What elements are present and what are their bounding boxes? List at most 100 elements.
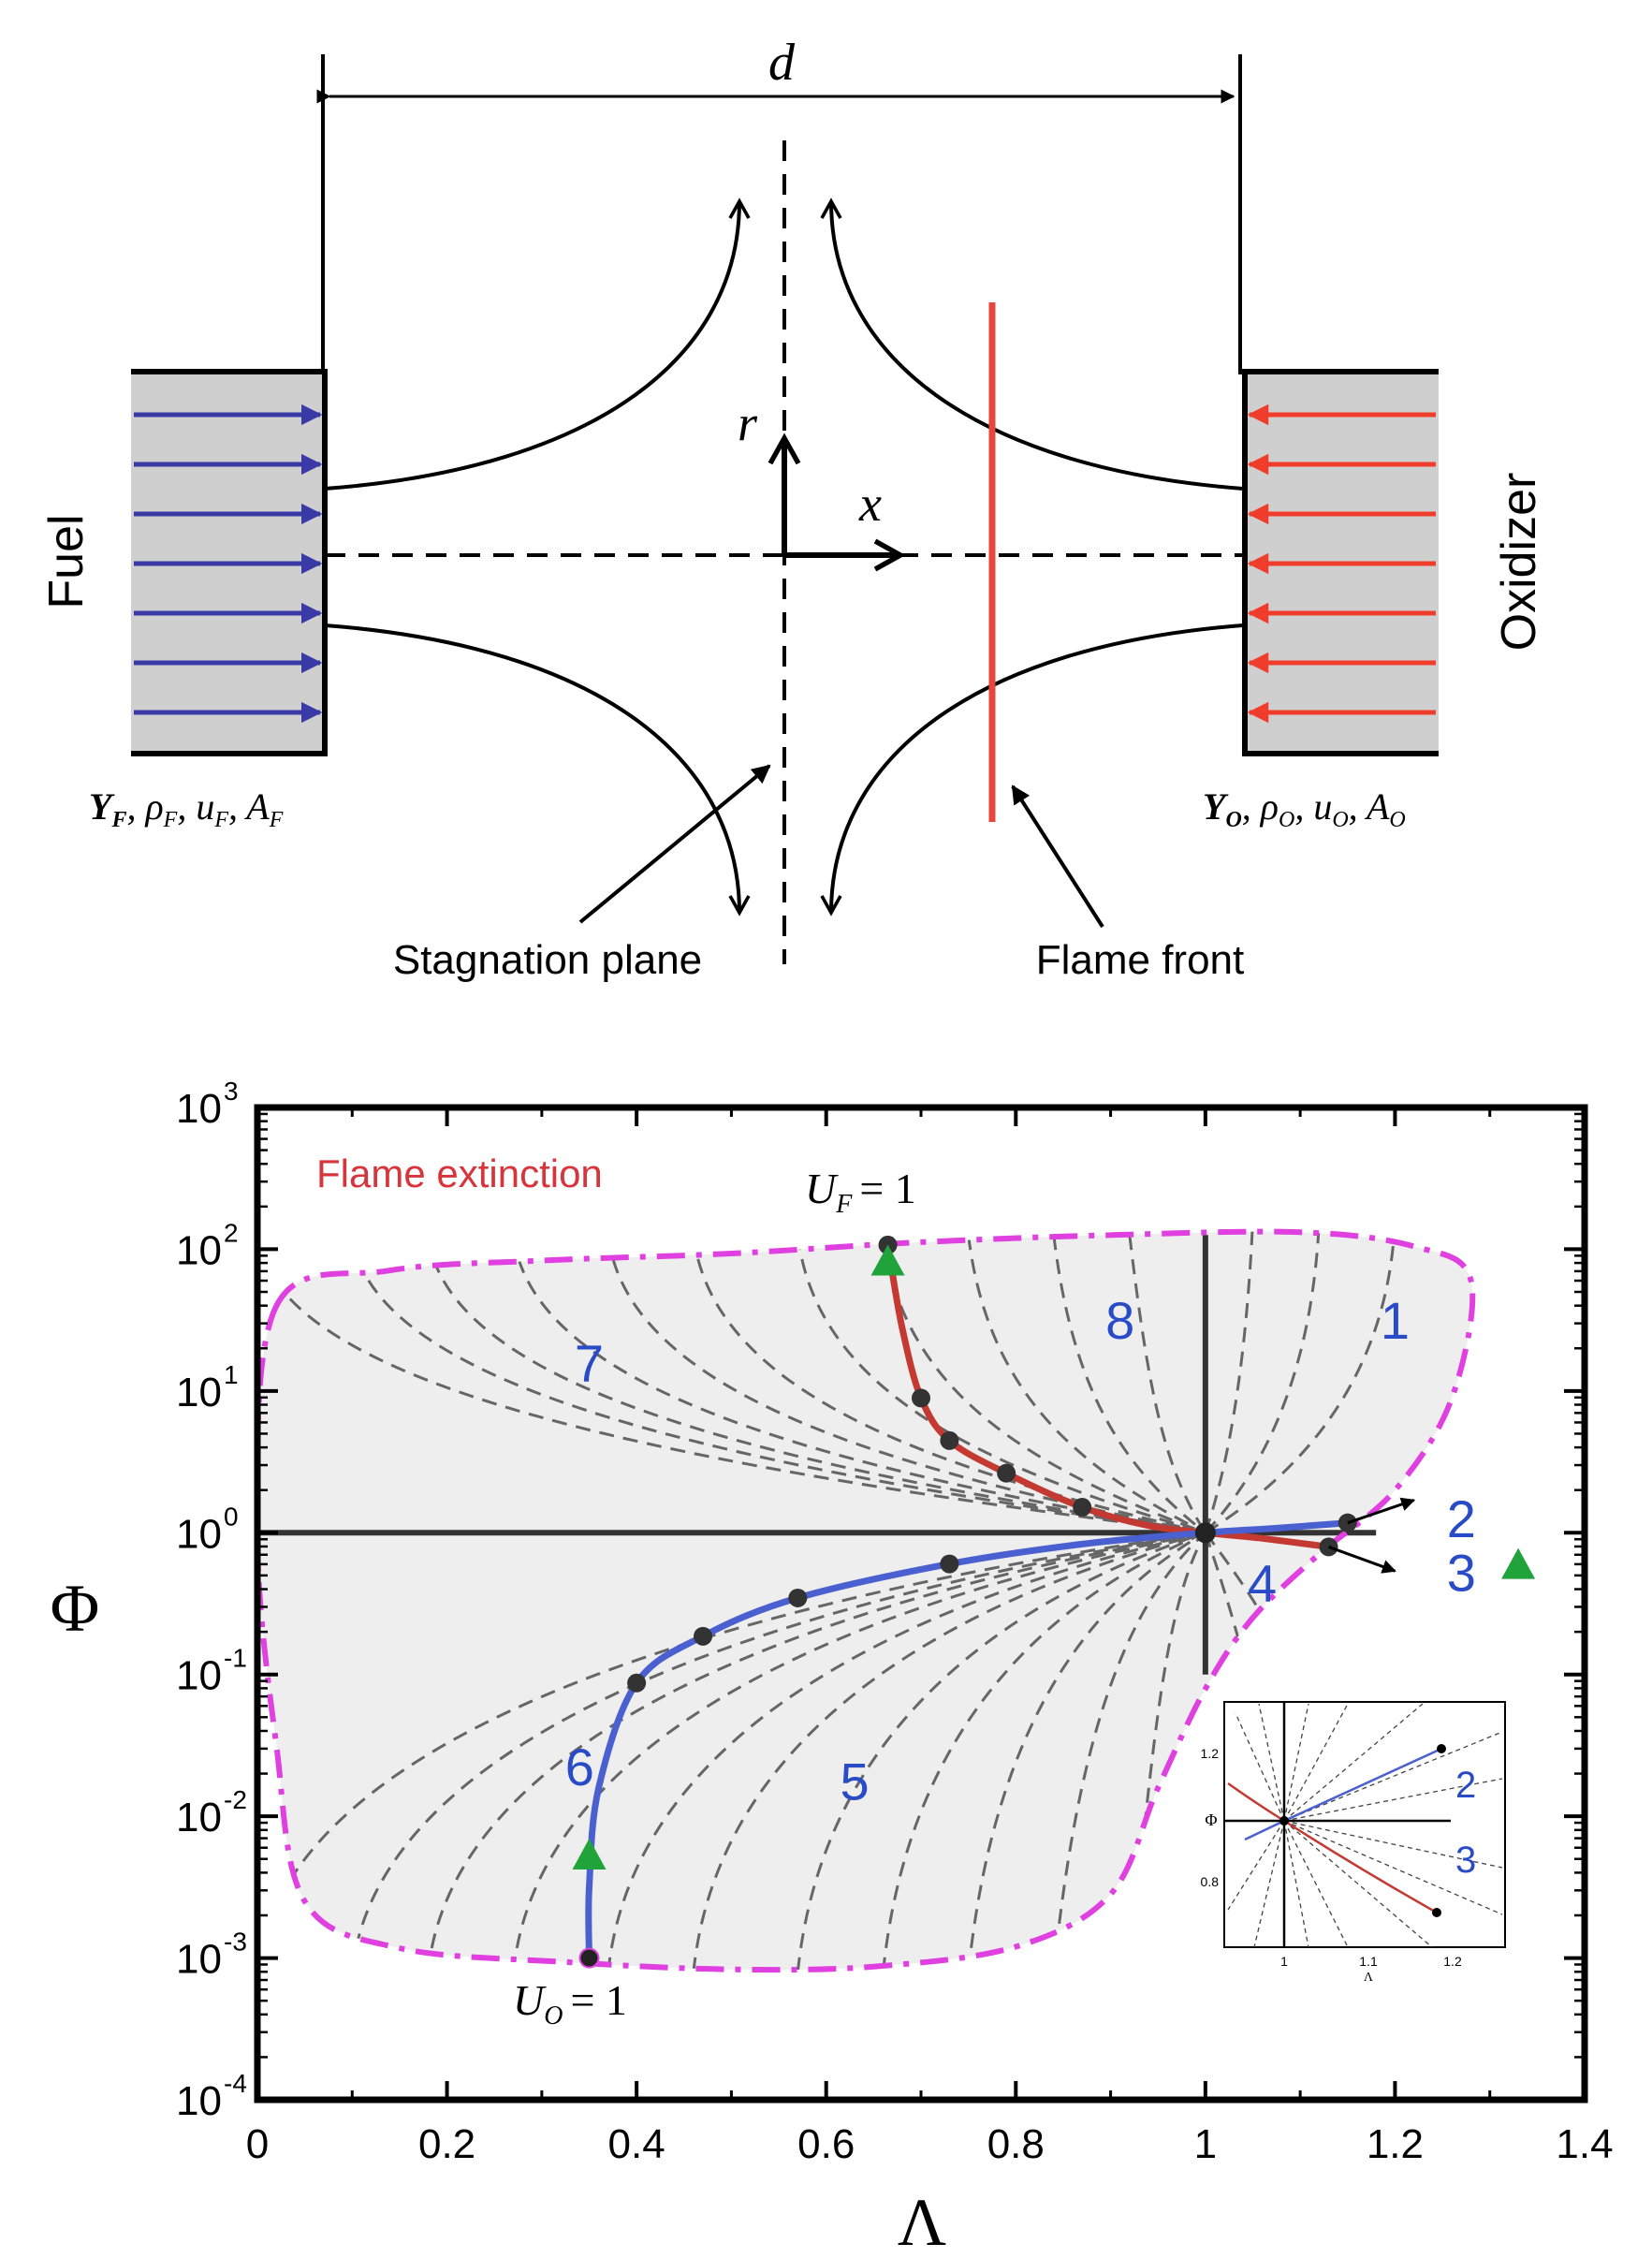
iso-line: [511, 1235, 1206, 1534]
iso-line: [1128, 1235, 1207, 1534]
x-axis-label: x: [858, 476, 882, 532]
y-tick-exponent: 0: [224, 1502, 239, 1531]
green-triangle-2: [572, 1839, 607, 1870]
y-tick-exponent: 3: [224, 1077, 239, 1106]
iso-line: [796, 1235, 1206, 1534]
inset-red-curve: [1227, 1781, 1438, 1914]
oxidizer-inflow-arrows: [1247, 403, 1436, 724]
flame-front-label: Flame front: [1036, 937, 1245, 983]
iso-line: [607, 1531, 1206, 1971]
oxidizer-properties: YO, ρO, uO, AO: [1203, 785, 1406, 832]
y-tick-label: 10: [176, 1086, 222, 1132]
y-tick-exponent: 1: [224, 1360, 239, 1389]
inset-dashed-lines: [1227, 1703, 1503, 1948]
inset-frame: [1223, 1701, 1506, 1948]
uo-label: UO = 1: [513, 1976, 627, 2031]
inset-ytick-1: 1.2: [1201, 1746, 1220, 1761]
fuel-prop-u: u: [196, 785, 214, 828]
x-tick-label: 0: [246, 2121, 269, 2167]
distance-label: d: [768, 34, 796, 92]
region-label-2: 2: [1447, 1489, 1476, 1548]
inset-marker-2: [1437, 1744, 1446, 1753]
ox-prop-Y: Y: [1203, 785, 1229, 828]
inset-center-marker: [1279, 1816, 1289, 1825]
fuel-nozzle-outline: [131, 369, 328, 756]
ox-prop-u: u: [1313, 785, 1332, 828]
iso-line: [426, 1531, 1206, 1971]
ox-prop-rho-sub: O: [1279, 808, 1294, 832]
fuel-prop-u-sub: F: [213, 808, 228, 832]
uo-label-sym: U: [513, 1976, 547, 2024]
y-axis-title: Φ: [51, 1571, 100, 1646]
flame-front-callout-arrow: [1011, 784, 1104, 929]
fuel-prop-rho-sub: F: [163, 808, 178, 832]
ox-prop-Y-sub: O: [1225, 808, 1241, 832]
iso-line: [350, 1235, 1206, 1534]
inset-xtick-3: 1.2: [1443, 1954, 1462, 1969]
y-tick-exponent: -4: [224, 2069, 247, 2098]
series-marker: [912, 1388, 930, 1408]
iso-line: [1204, 1532, 1254, 1704]
iso-line: [1128, 1532, 1207, 1971]
inset-ylabel: Φ: [1205, 1811, 1217, 1829]
y-tick-exponent: -1: [224, 1644, 247, 1673]
fuel-properties: YF, ρF, uF, AF: [89, 785, 284, 832]
r-axis-label: r: [738, 395, 758, 451]
iso-line: [881, 1531, 1206, 1971]
inset-label-2: 2: [1455, 1765, 1476, 1806]
fuel-prop-Y: Y: [89, 785, 115, 828]
region-label-8: 8: [1105, 1291, 1134, 1350]
region-label-1: 1: [1381, 1291, 1410, 1350]
iso-line: [350, 1531, 1206, 1971]
uf-label-rhs: = 1: [859, 1165, 915, 1212]
inset-plot: 2 3 1.2 0.8 Φ 1 1.1 1.2 Λ: [1201, 1701, 1506, 1985]
streamline-upper-left: [324, 198, 751, 491]
series-line-1: [884, 1241, 1332, 1550]
green-triangle-1: [870, 1244, 905, 1276]
stagnation-callout-arrow: [578, 764, 771, 924]
series-marker: [940, 1554, 959, 1574]
iso-line: [1204, 1231, 1254, 1533]
iso-line: [511, 1531, 1206, 1971]
ox-prop-A: A: [1364, 785, 1390, 828]
y-tick-label: 10: [176, 1937, 222, 1983]
fuel-prop-A: A: [243, 785, 270, 828]
region-2-arrow: [1347, 1497, 1416, 1525]
uf-label-sym: U: [805, 1165, 839, 1212]
series-markers: [572, 1235, 1536, 1969]
iso-line: [1205, 1231, 1396, 1534]
series-marker: [627, 1673, 647, 1693]
iso-line: [426, 1235, 1206, 1534]
region-label-6: 6: [565, 1737, 594, 1796]
iso-line: [692, 1531, 1206, 1971]
y-tick-exponent: -2: [224, 1785, 247, 1814]
uo-label-rhs: = 1: [570, 1976, 626, 2024]
x-tick-label: 1: [1194, 2121, 1217, 2167]
fuel-inflow-arrows: [134, 403, 323, 724]
counterflow-schematic: d Fuel Oxidizer r x YF, ρF, uF, AF YO,: [39, 34, 1546, 983]
green-triangle-3: [1501, 1547, 1536, 1579]
series-marker: [940, 1430, 959, 1450]
fuel-prop-A-sub: F: [269, 808, 284, 832]
ox-prop-A-sub: O: [1389, 808, 1405, 832]
stagnation-plane-label: Stagnation plane: [393, 937, 702, 983]
inset-xtick-2: 1.1: [1359, 1954, 1378, 1969]
region-3-arrow: [1328, 1546, 1396, 1574]
y-tick-exponent: 2: [224, 1218, 239, 1247]
y-tick-label: 10: [176, 2078, 222, 2124]
iso-line: [1204, 1231, 1321, 1534]
uo-label-sub: O: [544, 2001, 563, 2031]
inset-xtick-1: 1: [1280, 1954, 1288, 1969]
center-marker: [1194, 1522, 1216, 1544]
inset-label-3: 3: [1455, 1840, 1476, 1881]
y-tick-label: 10: [176, 1795, 222, 1840]
y-tick-label: 10: [176, 1511, 222, 1557]
iso-line: [692, 1235, 1206, 1534]
x-tick-label: 0.4: [608, 2121, 665, 2167]
y-tick-label: 10: [176, 1227, 222, 1273]
fuel-label: Fuel: [39, 514, 94, 608]
y-tick-label: 10: [176, 1370, 222, 1415]
